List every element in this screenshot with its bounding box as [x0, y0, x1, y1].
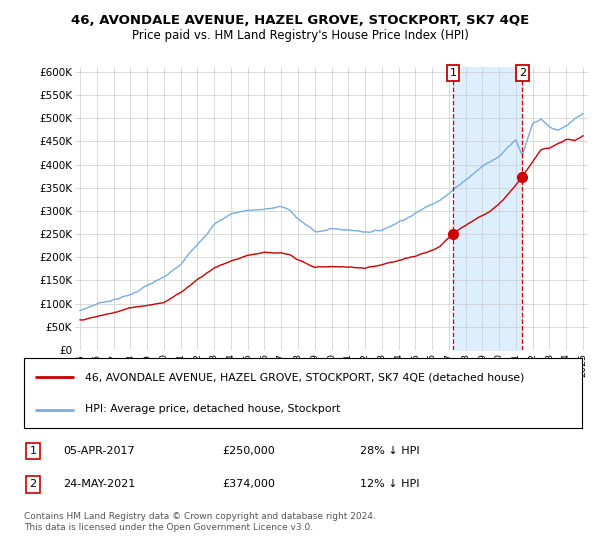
Text: 2: 2 — [29, 479, 37, 489]
Text: 24-MAY-2021: 24-MAY-2021 — [63, 479, 135, 489]
Text: 05-APR-2017: 05-APR-2017 — [63, 446, 134, 456]
Text: HPI: Average price, detached house, Stockport: HPI: Average price, detached house, Stoc… — [85, 404, 341, 414]
Text: 28% ↓ HPI: 28% ↓ HPI — [360, 446, 419, 456]
Text: £374,000: £374,000 — [222, 479, 275, 489]
Text: Price paid vs. HM Land Registry's House Price Index (HPI): Price paid vs. HM Land Registry's House … — [131, 29, 469, 42]
Text: 46, AVONDALE AVENUE, HAZEL GROVE, STOCKPORT, SK7 4QE (detached house): 46, AVONDALE AVENUE, HAZEL GROVE, STOCKP… — [85, 372, 525, 382]
Text: 2: 2 — [519, 68, 526, 78]
Text: £250,000: £250,000 — [222, 446, 275, 456]
Text: 1: 1 — [449, 68, 457, 78]
Text: 46, AVONDALE AVENUE, HAZEL GROVE, STOCKPORT, SK7 4QE: 46, AVONDALE AVENUE, HAZEL GROVE, STOCKP… — [71, 14, 529, 27]
Text: 1: 1 — [29, 446, 37, 456]
Text: 12% ↓ HPI: 12% ↓ HPI — [360, 479, 419, 489]
Text: Contains HM Land Registry data © Crown copyright and database right 2024.
This d: Contains HM Land Registry data © Crown c… — [24, 512, 376, 532]
